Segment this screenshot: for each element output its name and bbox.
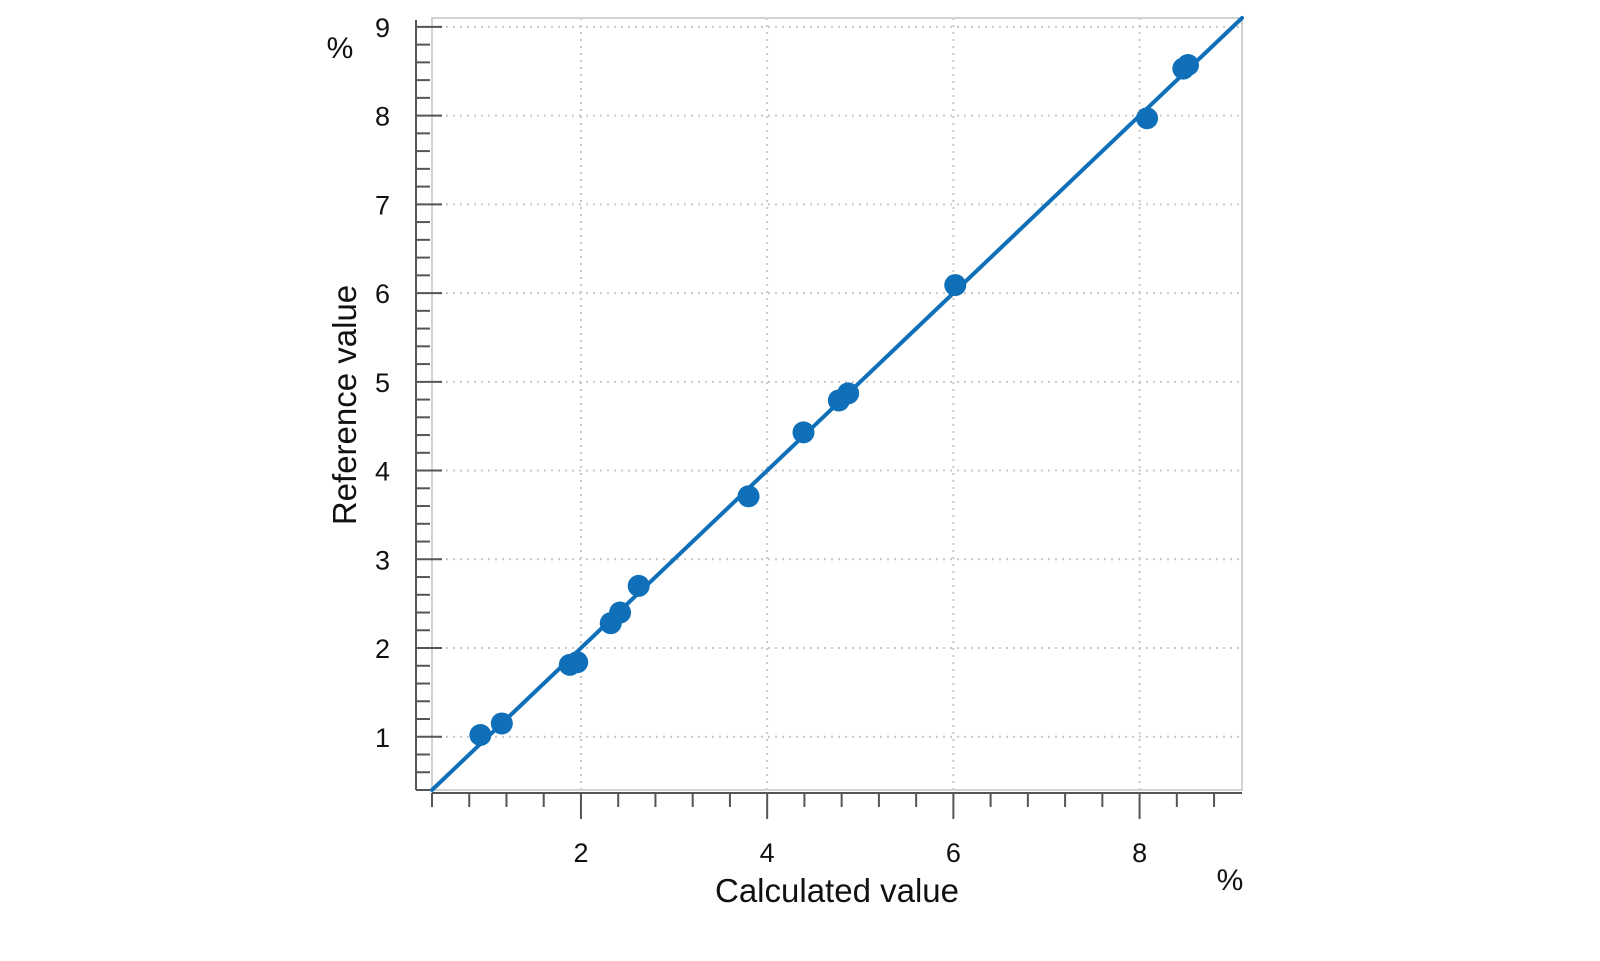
x-tick-label: 6: [946, 838, 961, 868]
y-axis-title: Reference value: [326, 285, 363, 525]
y-axis-unit: %: [327, 32, 354, 65]
grid-lines: [432, 18, 1242, 790]
data-point: [469, 723, 492, 746]
data-point: [627, 574, 650, 597]
data-point: [566, 651, 589, 674]
y-tick-label: 5: [375, 368, 390, 398]
data-points: [469, 54, 1199, 746]
y-tick-label: 9: [375, 13, 390, 43]
y-tick-label: 4: [375, 457, 390, 487]
x-axis-title: Calculated value: [715, 872, 959, 909]
y-tick-label: 7: [375, 190, 390, 220]
data-point: [944, 274, 967, 297]
y-tick-label: 1: [375, 723, 390, 753]
data-point: [490, 712, 513, 735]
axes: [415, 20, 1242, 794]
data-point: [837, 382, 860, 405]
data-point: [737, 485, 760, 508]
data-point: [1136, 107, 1159, 130]
axis-ticks: [416, 25, 1216, 819]
data-point: [609, 601, 632, 624]
x-tick-label: 8: [1132, 838, 1147, 868]
plot-frame: [431, 17, 1243, 791]
data-point: [1177, 54, 1199, 77]
data-point: [792, 421, 815, 444]
x-tick-label: 2: [573, 838, 588, 868]
x-tick-label: 4: [760, 838, 775, 868]
tick-labels: 1 2 3 4 5 6 7 8 9 2 4 6 8: [375, 13, 1147, 868]
y-tick-label: 3: [375, 545, 390, 575]
y-tick-label: 2: [375, 634, 390, 664]
y-tick-label: 6: [375, 279, 390, 309]
y-tick-label: 8: [375, 102, 390, 132]
x-axis-unit: %: [1217, 864, 1244, 897]
